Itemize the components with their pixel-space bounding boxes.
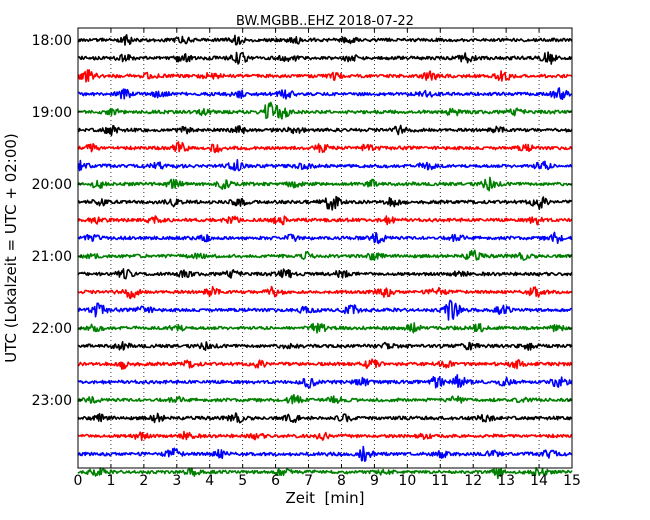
seismic-trace — [77, 87, 573, 101]
plot-frame — [77, 27, 573, 469]
x-axis-label: Zeit [min] — [285, 489, 364, 507]
x-tick-label: 7 — [304, 473, 313, 489]
seismic-trace — [77, 268, 573, 280]
y-axis: 18:00 19:00 20:00 21:00 22:00 23:00 — [32, 33, 572, 409]
seismic-trace — [77, 159, 573, 172]
seismic-trace — [77, 176, 573, 192]
seismic-trace — [77, 34, 573, 46]
seismic-trace — [77, 412, 573, 424]
seismic-trace — [77, 358, 573, 370]
seismic-trace — [77, 467, 573, 480]
seismic-trace — [77, 195, 573, 211]
seismic-trace — [77, 340, 573, 351]
x-axis: 0 1 2 3 4 5 6 7 8 9 10 11 12 13 14 15 — [74, 28, 581, 489]
x-tick-label: 12 — [464, 473, 482, 489]
chart-title: BW.MGBB..EHZ 2018-07-22 — [236, 14, 414, 29]
grid-lines — [110, 28, 540, 468]
seismic-trace — [77, 374, 573, 389]
seismic-trace — [77, 430, 573, 442]
y-tick-label: 23:00 — [32, 393, 72, 409]
x-tick-label: 4 — [205, 473, 214, 489]
x-tick-label: 9 — [370, 473, 379, 489]
x-tick-label: 5 — [238, 473, 247, 489]
seismic-trace — [77, 231, 573, 245]
x-tick-label: 1 — [106, 473, 115, 489]
x-tick-label: 0 — [74, 473, 83, 489]
y-axis-label: UTC (Lokalzeit = UTC + 02:00) — [2, 133, 20, 363]
traces — [77, 34, 573, 480]
y-tick-label: 20:00 — [32, 177, 72, 193]
y-tick-label: 22:00 — [32, 321, 72, 337]
x-tick-label: 8 — [337, 473, 346, 489]
x-tick-label: 15 — [563, 473, 581, 489]
x-tick-label: 13 — [497, 473, 515, 489]
y-tick-label: 19:00 — [32, 105, 72, 121]
x-tick-label: 6 — [271, 473, 280, 489]
x-tick-label: 10 — [398, 473, 416, 489]
x-tick-label: 2 — [139, 473, 148, 489]
seismic-trace — [77, 393, 573, 405]
seismic-trace — [78, 322, 573, 334]
seismic-trace — [77, 124, 573, 137]
seismic-trace — [77, 51, 573, 65]
x-tick-label: 14 — [530, 473, 548, 489]
seismic-trace — [77, 285, 573, 300]
seismic-trace — [77, 249, 573, 261]
seismic-trace — [77, 101, 573, 120]
x-tick-label: 11 — [431, 473, 449, 489]
y-tick-label: 18:00 — [32, 33, 72, 49]
y-tick-label: 21:00 — [32, 249, 72, 265]
seismic-trace — [77, 215, 573, 226]
seismic-trace — [77, 69, 573, 83]
seismic-trace — [77, 445, 573, 462]
x-tick-label: 3 — [172, 473, 181, 489]
seismic-trace — [77, 141, 573, 154]
seismic-trace — [77, 299, 573, 321]
